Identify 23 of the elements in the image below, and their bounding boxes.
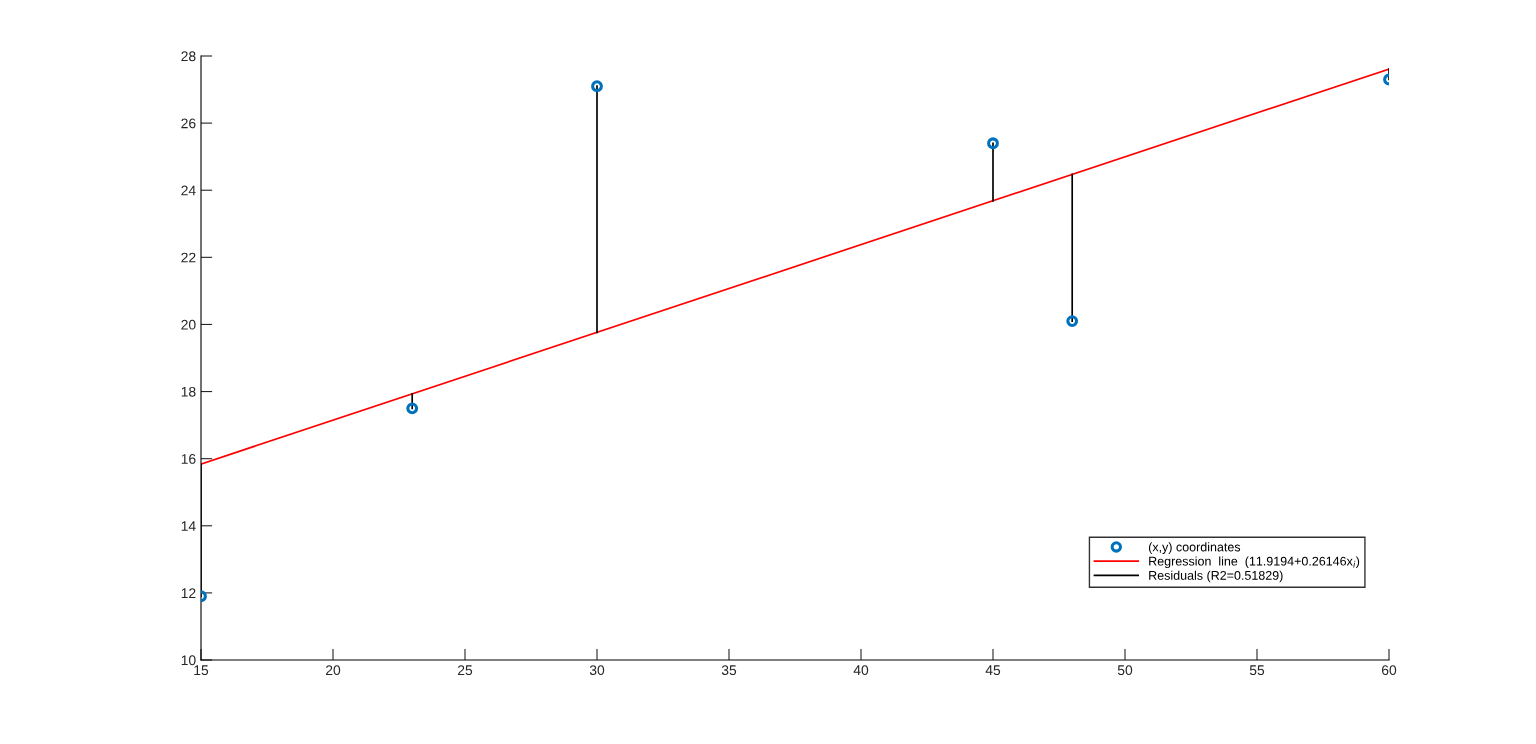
y-tick-label: 28: [181, 51, 196, 62]
legend-label: Residuals (R2=0.51829): [1149, 570, 1283, 583]
x-tick-label: 15: [194, 665, 209, 676]
y-tick-label: 18: [181, 386, 196, 397]
x-tick-label: 40: [853, 665, 869, 676]
x-tick-label: 25: [457, 665, 473, 676]
y-tick-label: 12: [181, 588, 196, 598]
x-tick-label: 60: [1381, 665, 1397, 676]
x-tick-label: 20: [325, 665, 341, 676]
x-tick-label: 30: [589, 665, 605, 676]
y-tick-label: 14: [181, 521, 196, 531]
x-tick-label: 35: [721, 665, 737, 676]
y-tick-label: 20: [181, 319, 196, 330]
y-tick-label: 26: [181, 118, 196, 129]
y-tick-label: 10: [181, 655, 196, 666]
y-tick-label: 16: [181, 454, 196, 464]
y-tick-label: 22: [181, 252, 196, 263]
y-tick-label: 24: [181, 185, 196, 196]
legend-label: (x,y) coordinates: [1148, 542, 1241, 554]
x-tick-label: 45: [985, 665, 1001, 676]
legend-label: Regression line (11.9194+0.26146x$_{i}$): [1149, 556, 1360, 569]
x-tick-label: 55: [1249, 665, 1265, 676]
x-tick-label: 50: [1117, 665, 1133, 676]
